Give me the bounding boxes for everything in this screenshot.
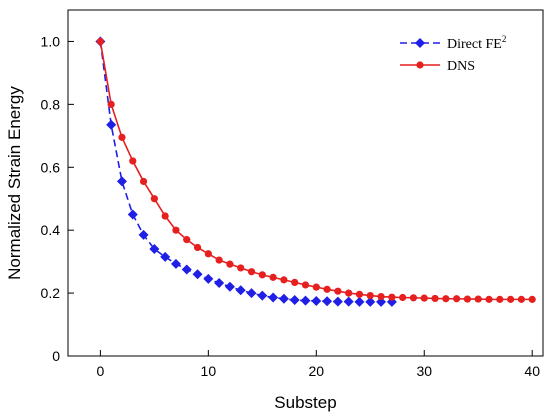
dns-point xyxy=(150,195,158,203)
plot-frame xyxy=(67,9,544,357)
plot-content xyxy=(95,36,536,307)
x-tick-label: 10 xyxy=(201,363,217,379)
direct-fe2-point xyxy=(138,229,149,240)
direct-fe2-point xyxy=(354,296,365,307)
direct-fe2-point xyxy=(300,295,311,306)
dns-point xyxy=(204,250,212,258)
direct-fe2-point xyxy=(246,288,257,299)
dns-point xyxy=(301,281,310,289)
direct-fe2-point xyxy=(224,281,235,292)
direct-fe2-point xyxy=(235,285,246,296)
dns-point xyxy=(377,292,385,301)
dns-point xyxy=(463,295,472,303)
y-tick-label: 0 xyxy=(52,348,60,364)
dns-point xyxy=(366,292,374,300)
series-direct-fe2 xyxy=(95,36,397,307)
dns-point xyxy=(215,256,223,264)
legend-item-dns: DNS xyxy=(400,59,475,74)
dns-point xyxy=(312,283,320,291)
dns-point xyxy=(485,295,493,303)
y-tick-label: 0.8 xyxy=(41,96,61,112)
dns-point xyxy=(193,243,202,252)
dns-point xyxy=(258,271,266,279)
dns-point xyxy=(409,294,418,302)
dns-point xyxy=(323,285,331,293)
dns-point xyxy=(269,273,277,281)
y-tick-label: 0.6 xyxy=(41,159,61,175)
y-tick-label: 0.2 xyxy=(41,285,61,301)
direct-fe2-point xyxy=(289,295,300,306)
direct-fe2-point xyxy=(311,295,322,306)
dns-point xyxy=(388,293,396,301)
dns-point xyxy=(280,276,288,284)
dns-point xyxy=(517,295,526,303)
direct-fe2-point xyxy=(365,296,376,307)
dns-point xyxy=(129,157,137,165)
dns-point xyxy=(237,264,245,272)
direct-fe2-point xyxy=(332,296,343,307)
direct-fe2-point xyxy=(278,293,289,304)
direct-fe2-point xyxy=(415,38,425,48)
direct-fe2-point xyxy=(322,296,333,307)
direct-fe2-point xyxy=(376,296,387,307)
x-tick-label: 40 xyxy=(524,363,540,379)
direct-fe2-point xyxy=(257,290,268,301)
direct-fe2-point xyxy=(160,251,171,262)
dns-point xyxy=(416,61,424,69)
axis-ticks: 0 10 20 30 40 0 0.2 0.4 0.6 0.8 1.0 xyxy=(41,33,541,379)
dns-point xyxy=(107,100,115,108)
dns-point xyxy=(528,295,536,303)
x-tick-label: 30 xyxy=(416,363,432,379)
y-tick-label: 1.0 xyxy=(41,33,61,49)
y-tick-label: 0.4 xyxy=(41,222,61,238)
dns-point xyxy=(355,290,364,298)
x-tick-label: 0 xyxy=(96,363,104,379)
direct-fe2-point xyxy=(116,176,127,187)
series-dns xyxy=(96,37,536,303)
y-axis-label: Normalized Strain Energy xyxy=(5,86,24,280)
direct-fe2-point xyxy=(181,264,192,275)
dns-point xyxy=(118,133,126,141)
direct-fe2-point xyxy=(203,273,214,284)
direct-fe2-point xyxy=(127,209,138,220)
dns-point xyxy=(431,294,439,303)
legend-item-direct-fe2: Direct FE2 xyxy=(400,34,506,52)
direct-fe2-point xyxy=(214,278,225,289)
direct-fe2-point xyxy=(170,258,181,269)
dns-point xyxy=(399,293,407,302)
dns-point xyxy=(139,177,148,186)
legend-label: Direct FE2 xyxy=(447,34,506,52)
legend: Direct FE2 DNS xyxy=(400,34,506,74)
dns-point xyxy=(161,212,169,220)
dns-point xyxy=(183,236,191,244)
dns-point xyxy=(247,268,256,276)
dns-point xyxy=(172,226,180,234)
dns-point xyxy=(453,295,461,303)
direct-fe2-point xyxy=(149,244,160,255)
dns-point xyxy=(420,294,428,302)
direct-fe2-point xyxy=(192,269,203,280)
dns-point xyxy=(226,260,234,268)
dns-point xyxy=(345,289,353,297)
dns-point xyxy=(507,295,515,303)
dns-point xyxy=(96,37,104,46)
direct-fe2-point xyxy=(343,296,354,307)
dns-point xyxy=(474,295,482,303)
legend-label-superscript: 2 xyxy=(502,34,507,44)
dns-point xyxy=(334,287,342,295)
dns-point xyxy=(291,278,299,286)
dns-point xyxy=(442,295,450,303)
x-tick-label: 20 xyxy=(309,363,325,379)
direct-fe2-point xyxy=(106,119,117,130)
direct-fe2-point xyxy=(268,292,279,303)
x-axis-label: Substep xyxy=(274,393,336,412)
legend-label: DNS xyxy=(447,59,475,74)
direct-fe2-line xyxy=(99,41,392,303)
dns-point xyxy=(496,295,504,303)
